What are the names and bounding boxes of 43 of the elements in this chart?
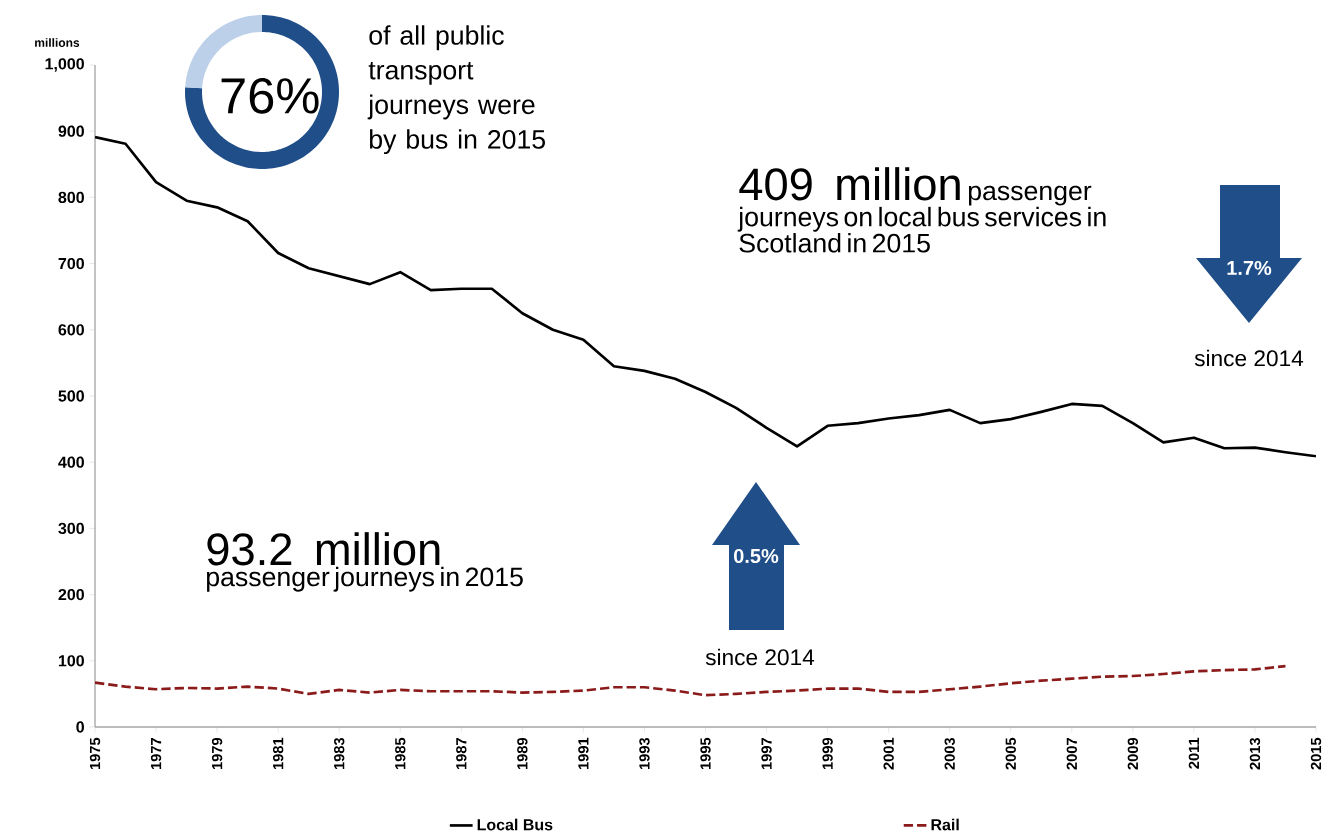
y-tick-label: 800	[58, 191, 84, 204]
x-tick-label: 1987	[456, 738, 467, 770]
y-tick-label: 0	[76, 721, 84, 733]
annotation: passenger journeys in 2015	[206, 566, 523, 592]
x-tick-label: 1977	[150, 738, 162, 770]
y-tick-label: 1,000	[45, 58, 84, 73]
x-tick-label: 1991	[578, 738, 589, 770]
legend-label: Local Bus	[477, 818, 553, 831]
x-tick-label: 1985	[395, 738, 406, 770]
y-tick-label: 200	[58, 589, 84, 601]
y-tick-label: 600	[58, 324, 84, 336]
x-tick-label: 2005	[1005, 738, 1016, 770]
y-tick-label: 400	[58, 456, 84, 469]
x-tick-label: 2013	[1249, 738, 1261, 770]
x-tick-label: 2009	[1127, 738, 1139, 770]
y-tick-label: 500	[58, 390, 84, 402]
x-tick-label: 2015	[1310, 738, 1322, 770]
annotation: 93.2 million	[207, 532, 440, 566]
y-tick-label: 100	[58, 655, 84, 667]
x-tick-label: 1997	[761, 738, 772, 770]
annotation: 0.5%	[734, 549, 779, 564]
legend-label: Rail	[931, 818, 959, 831]
annotation: since 2014	[705, 648, 815, 666]
x-tick-label: 1993	[639, 738, 650, 770]
x-tick-label: 2007	[1066, 738, 1077, 770]
x-tick-label: 1979	[211, 738, 223, 770]
x-tick-label: 1995	[700, 738, 711, 770]
y-axis-title: millions	[35, 38, 80, 48]
x-tick-label: 1999	[822, 738, 833, 770]
y-tick-label: 300	[58, 522, 84, 535]
annotation: since 2014	[1194, 349, 1304, 367]
y-tick-label: 700	[58, 258, 84, 270]
x-tick-label: 2003	[944, 738, 955, 770]
x-tick-label: 1983	[334, 738, 345, 770]
annotation: of all public transport journeys were by bus in 2015	[367, 25, 545, 155]
y-tick-label: 900	[58, 125, 84, 138]
x-tick-label: 2011	[1188, 738, 1200, 769]
data-label: 76%	[221, 78, 319, 114]
annotation: 1.7%	[1227, 261, 1272, 276]
x-tick-label: 1975	[89, 738, 101, 770]
x-tick-label: 1989	[517, 738, 528, 770]
x-tick-label: 2001	[883, 738, 894, 770]
x-tick-label: 1981	[272, 738, 284, 770]
